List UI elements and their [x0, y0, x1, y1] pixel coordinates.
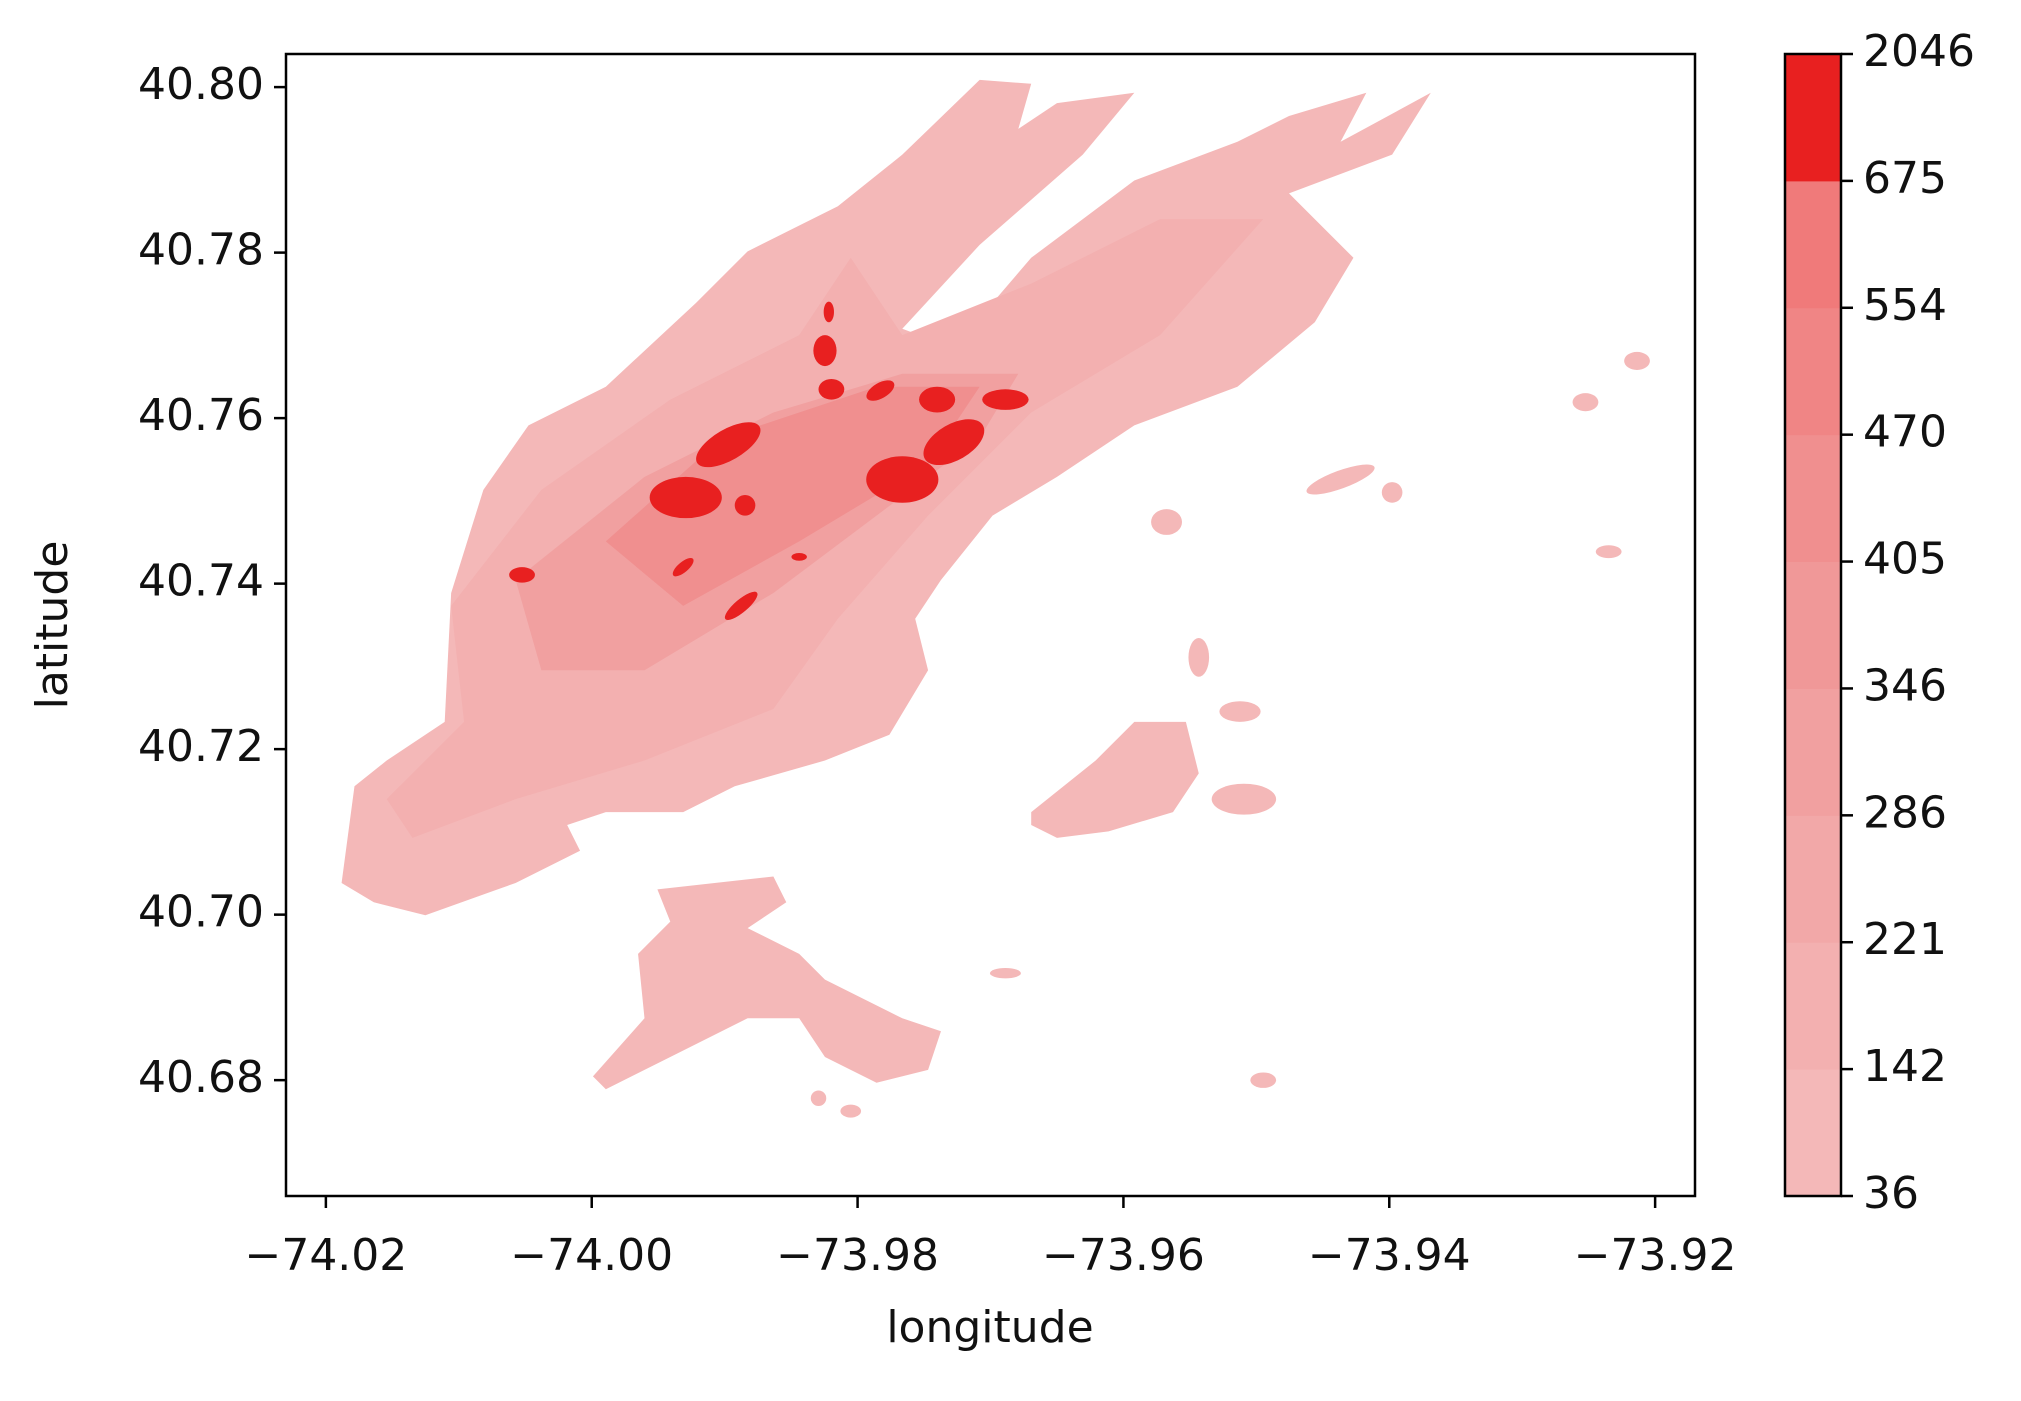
x-tick-label: −74.02 [244, 1230, 407, 1281]
y-tick-label: 40.68 [138, 1052, 264, 1103]
plot-area [341, 79, 1650, 1118]
contour-region [1595, 545, 1622, 559]
colorbar-band [1785, 307, 1841, 436]
colorbar-tick-label: 221 [1863, 914, 1947, 965]
contour-region [672, 557, 694, 577]
colorbar-band [1785, 434, 1841, 563]
contour-region [919, 386, 956, 413]
x-tick-label: −74.00 [510, 1230, 673, 1281]
contour-region [823, 301, 834, 323]
colorbar-tick-label: 554 [1863, 280, 1947, 331]
y-tick-label: 40.74 [138, 556, 264, 607]
colorbar-band [1785, 180, 1841, 309]
colorbar-tick-label: 142 [1863, 1041, 1947, 1092]
contour-region [866, 456, 939, 503]
contour-region [866, 380, 895, 401]
y-tick-label: 40.78 [138, 225, 264, 276]
colorbar-band [1785, 561, 1841, 689]
contour-region [840, 1104, 862, 1118]
contour-region [696, 422, 761, 468]
contour-region [724, 591, 758, 620]
colorbar-band [1785, 54, 1841, 182]
colorbar-tick-label: 405 [1863, 534, 1947, 585]
contour-region [1572, 393, 1599, 412]
contour-region [989, 968, 1021, 979]
y-axis-label: latitude [27, 541, 78, 710]
colorbar-tick-label: 675 [1863, 153, 1947, 204]
contour-region [1624, 351, 1650, 370]
contour-region [982, 389, 1029, 410]
colorbar-tick-label: 286 [1863, 787, 1947, 838]
colorbar-band [1785, 688, 1841, 816]
contour-region [791, 552, 807, 561]
contour-region [810, 1090, 827, 1106]
contour-region [649, 476, 722, 519]
colorbar-tick-label: 36 [1863, 1168, 1919, 1219]
axes-frame [284, 52, 1697, 1198]
colorbar-band [1785, 1069, 1841, 1197]
colorbar-tick-label: 2046 [1863, 26, 1975, 77]
colorbar-tick-label: 346 [1863, 660, 1947, 711]
contour-region [1188, 638, 1210, 677]
contour-region [818, 378, 845, 400]
y-tick-label: 40.70 [138, 887, 264, 938]
contour-region [1250, 1072, 1277, 1088]
colorbar-frame [1783, 52, 1843, 1198]
contour-region [509, 567, 535, 583]
contour-region [1306, 464, 1375, 495]
colorbar-tick-label: 470 [1863, 407, 1947, 458]
y-tick-label: 40.76 [138, 390, 264, 441]
contour-region [1219, 701, 1261, 722]
contour-region [813, 335, 837, 367]
colorbar-band [1785, 942, 1841, 1070]
x-tick-label: −73.98 [776, 1230, 939, 1281]
density-contours [341, 79, 1650, 1118]
contour-region [1151, 509, 1183, 535]
contour-region [605, 386, 980, 606]
contour-region [1031, 721, 1199, 838]
contour-region [592, 876, 941, 1090]
y-tick-label: 40.80 [138, 59, 264, 110]
x-tick-label: −73.92 [1574, 1230, 1737, 1281]
colorbar-band [1785, 815, 1841, 943]
contour-region [734, 494, 756, 516]
x-axis-label: longitude [886, 1302, 1093, 1353]
contour-region [1381, 482, 1403, 503]
contour-region [1211, 783, 1277, 815]
x-tick-label: −73.96 [1042, 1230, 1205, 1281]
x-tick-label: −73.94 [1308, 1230, 1471, 1281]
contour-region [923, 419, 985, 466]
y-tick-label: 40.72 [138, 721, 264, 772]
